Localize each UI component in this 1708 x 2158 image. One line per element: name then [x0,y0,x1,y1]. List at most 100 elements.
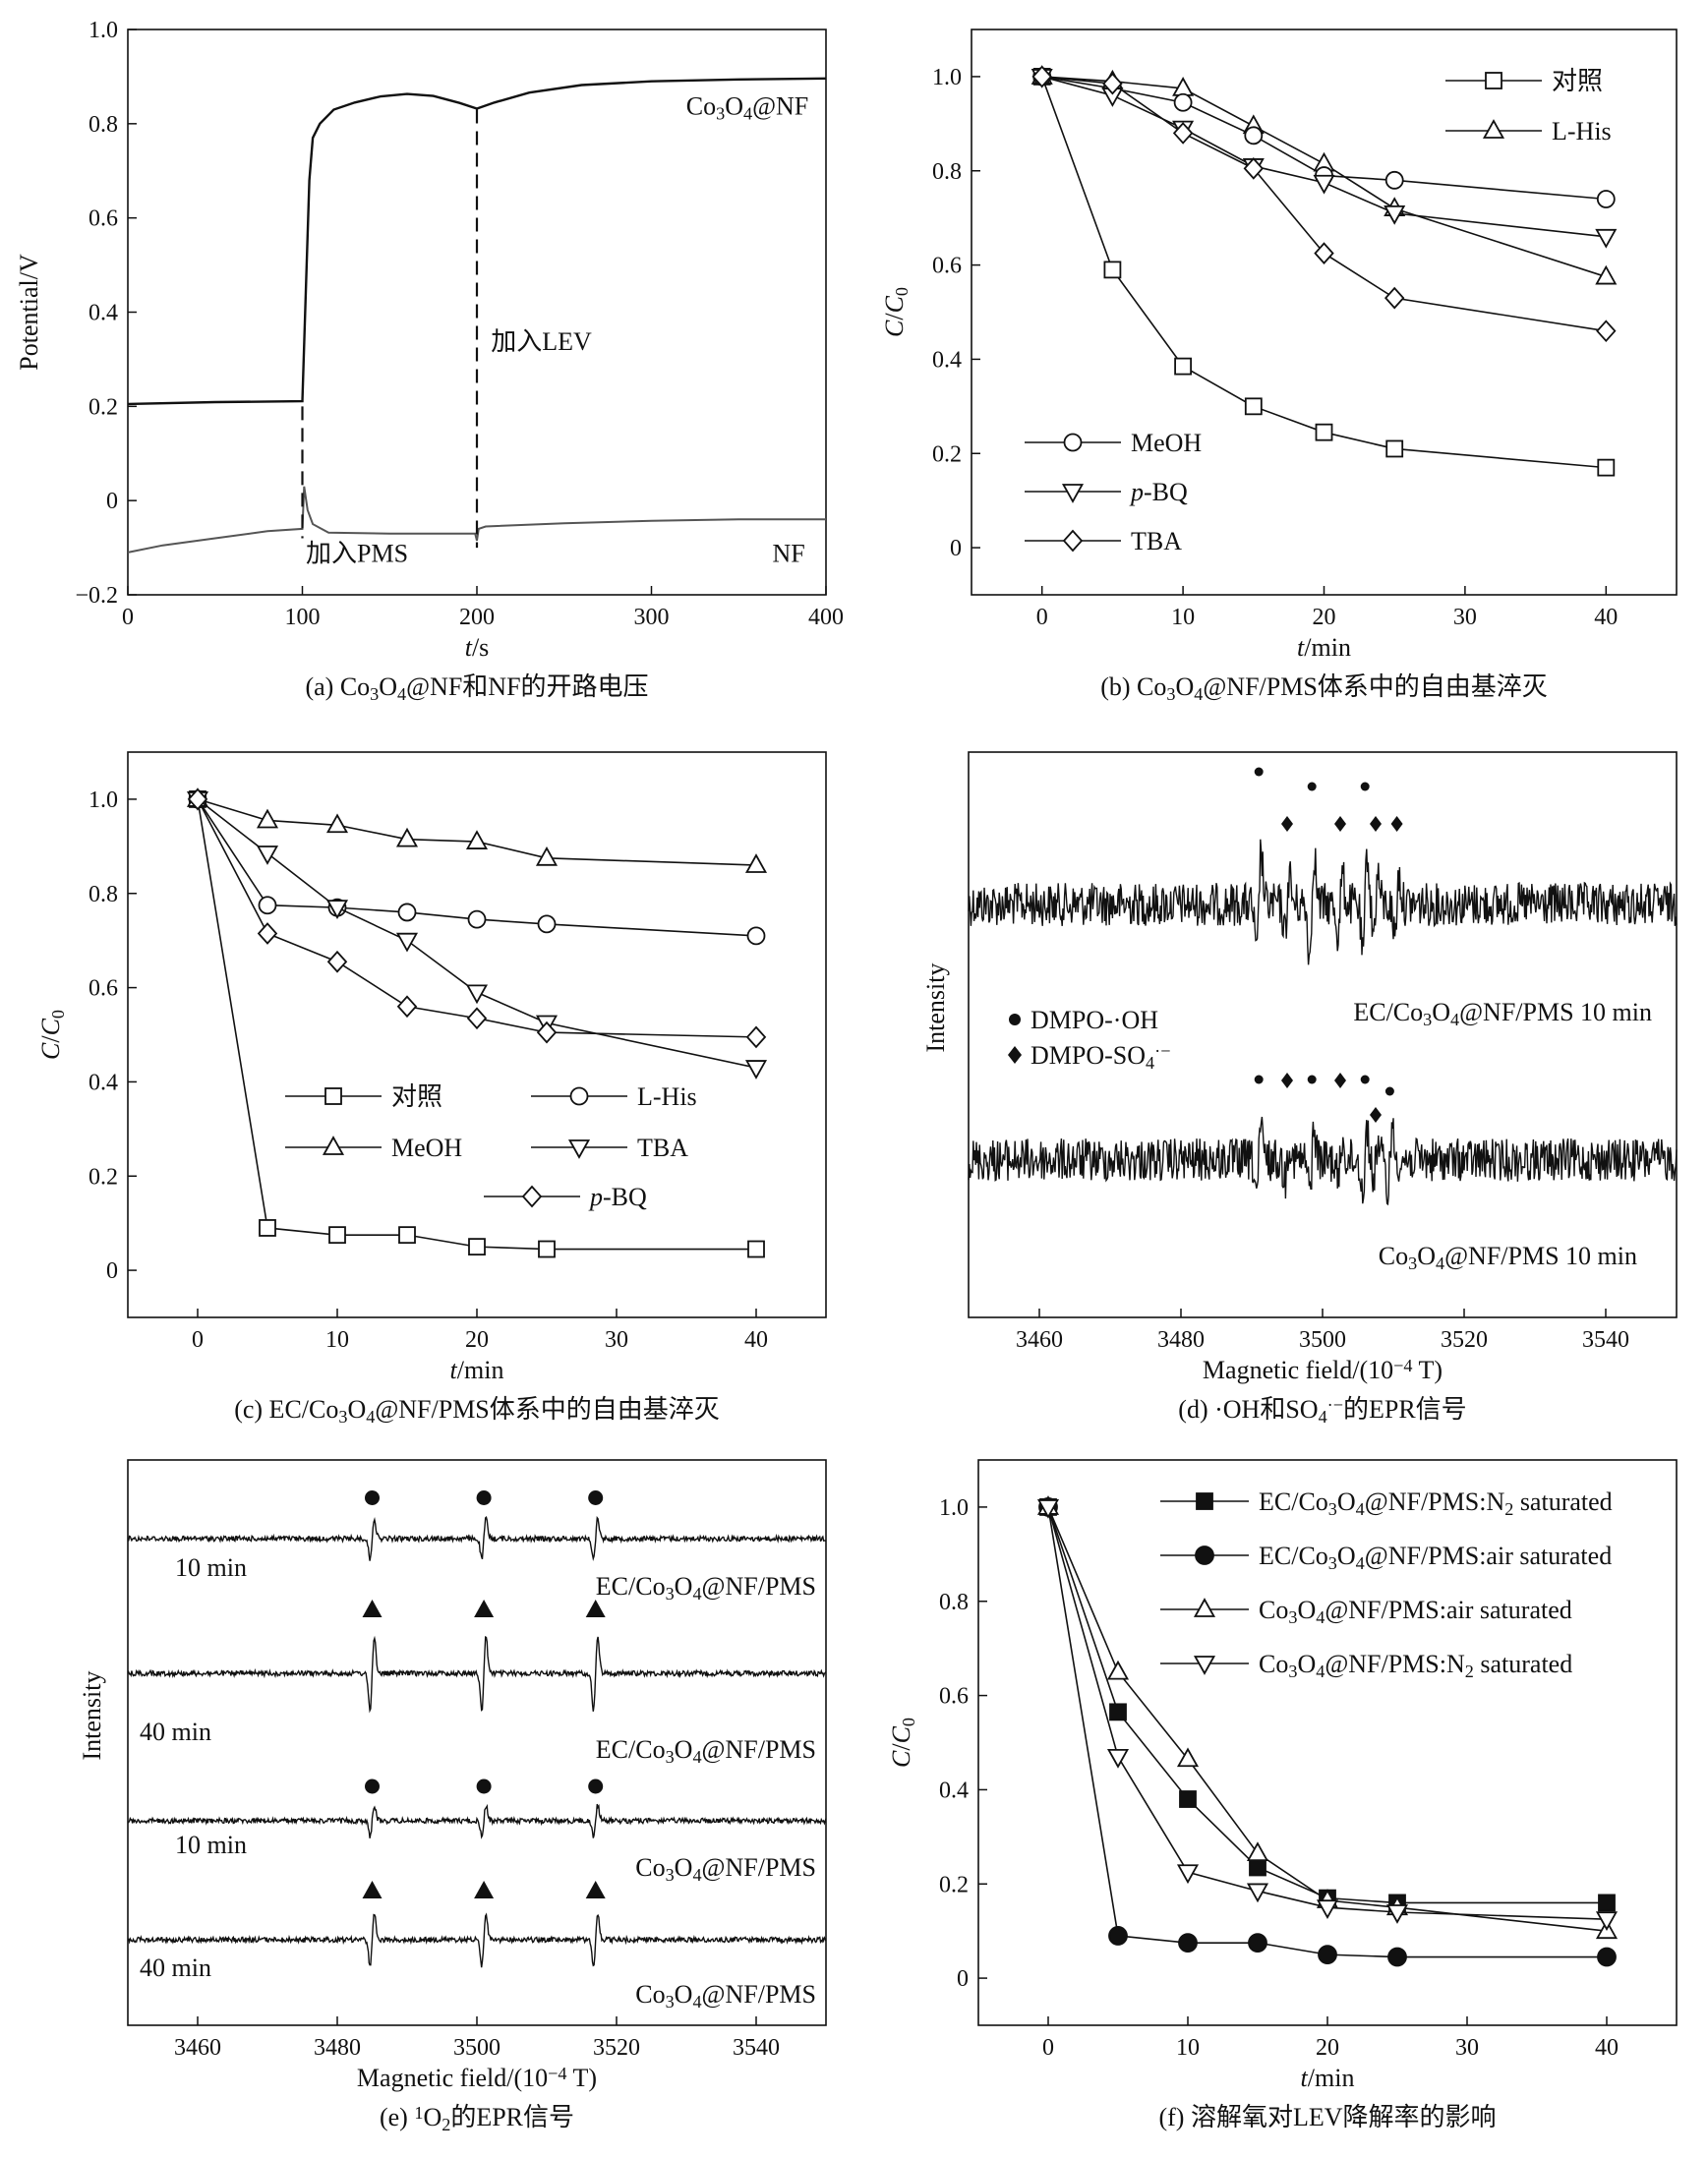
panel-f-ylabel: C/C0 [887,1718,918,1768]
panel-d-xtick-label: 3540 [1582,1327,1629,1353]
data-point [466,1007,488,1030]
panel-e-xtick-label: 3540 [733,2035,780,2061]
panel-a-ylabel-group: Potential/V [15,254,43,371]
panel-f: 0 10 20 30 40 0 0.2 0.4 0.6 0.8 1.0 EC/Co3O4@NF/PMS… [887,1459,1678,2131]
epr-trace-2 [127,1803,827,1839]
series-line-nf [127,486,826,554]
panel-d-xtick-label: 3460 [1016,1327,1063,1353]
data-point [745,1025,767,1049]
marker-so4 [1334,1073,1346,1088]
panel-c-ytick-label: 0.2 [88,1164,118,1190]
panel-c-xtick-label: 20 [465,1327,489,1353]
data-point [1384,286,1405,310]
panel-f-ytick-label: 0 [957,1966,969,1992]
legend-label: 对照 [1552,67,1603,95]
panel-a-xlabel: t/s [465,633,490,662]
panel-a-xtick-label: 400 [808,605,844,630]
data-point [395,932,419,953]
panel-a-ylabel: Potential/V [15,254,43,371]
legend-label: EC/Co3O4@NF/PMS:air saturated [1259,1542,1612,1573]
label-co3o4-nf: Co3O4@NF [686,91,809,123]
legend-marker [1485,72,1502,89]
legend-entry: MeOH [1025,429,1202,457]
legend-entry: Co3O4@NF/PMS:air saturated [1160,1596,1572,1627]
data-point [1102,72,1123,95]
legend-entry: TBA [531,1134,688,1162]
legend-entry: EC/Co3O4@NF/PMS:N2 saturated [1160,1487,1613,1519]
data-point [536,1021,558,1044]
data-point [1246,1883,1269,1903]
data-point [1596,320,1617,343]
legend-label: L-His [1552,117,1612,146]
panel-f-ytick-label: 0.6 [939,1684,969,1710]
legend-label: TBA [1131,527,1182,555]
data-point [537,914,557,934]
label-nf: NF [772,539,804,567]
data-point [1036,1499,1060,1519]
panel-a-caption: (a) Co3O4@NF和NF的开路电压 [305,672,648,704]
legend-entry: L-His [531,1082,697,1111]
data-point [1174,357,1192,376]
data-point [1106,1748,1130,1769]
data-point [258,896,277,915]
data-point [1244,397,1263,416]
panel-e-xtick-label: 3480 [314,2035,361,2061]
marker-oh [1307,1075,1317,1084]
legend-label-so4: DMPO-SO4·− [1031,1041,1170,1073]
legend-label: Co3O4@NF/PMS:air saturated [1259,1596,1572,1627]
data-point [256,846,279,865]
panel-d-ylabel: Intensity [921,963,950,1053]
series-c-2 [186,787,768,873]
annotation-pms: 加入PMS [306,539,408,567]
data-point [468,1238,486,1256]
legend-marker [1062,529,1084,553]
data-point [465,830,489,849]
data-point [1597,458,1616,477]
data-point [1103,261,1122,279]
epr-trace-ec [968,839,1678,965]
epr-trace-0 [127,1515,827,1562]
panel-a-ytick-label: 0 [106,489,118,514]
trace-time-label: 10 min [175,1553,247,1582]
data-point [538,1240,556,1258]
legend-label: L-His [637,1082,697,1111]
trace-system-label: Co3O4@NF/PMS [635,1853,816,1885]
data-point [1031,65,1052,88]
panel-b-xtick-label: 20 [1313,605,1336,630]
panel-c-ytick-label: 0 [106,1258,118,1284]
legend-entry: 对照 [1445,67,1603,95]
legend-marker [1193,1656,1216,1675]
panel-f-ylabel-group: C/C0 [887,1718,918,1768]
trace-time-label: 40 min [140,1718,211,1746]
panel-e-xtick-label: 3460 [174,2035,221,2061]
data-point [1596,190,1616,208]
marker-1o2 [365,1490,380,1505]
marker-1o2 [585,1600,606,1617]
data-point [1172,122,1194,145]
panel-d-xtick-label: 3500 [1299,1327,1346,1353]
marker-so4 [1390,816,1403,832]
panel-a-xtick-label: 200 [459,605,495,630]
trace-system-label: EC/Co3O4@NF/PMS [596,1735,816,1767]
legend-label: MeOH [391,1134,462,1162]
epr-trace-1 [127,1635,827,1714]
marker-so4 [1281,816,1293,832]
legend-label: p-BQ [1129,478,1188,506]
panel-b-xtick-label: 0 [1036,605,1048,630]
annotation-lev: 加入LEV [491,327,592,356]
data-point [1176,1747,1200,1768]
data-point [1244,126,1264,146]
data-point [1595,264,1618,285]
panel-d-caption: (d) ·OH和SO4·−的EPR信号 [1178,1395,1466,1427]
marker-oh [1384,1086,1394,1096]
series-line [1040,76,1607,469]
data-point [395,827,419,847]
marker-oh [1360,1075,1370,1084]
panel-a-ytick-label: 0.2 [88,394,118,420]
panel-b-xtick-label: 30 [1453,605,1477,630]
panel-c-ytick-label: 0.6 [88,976,118,1002]
legend-entry: p-BQ [1025,478,1188,506]
data-point [1384,170,1404,190]
panel-e-caption: (e) 1O2的EPR信号 [380,2103,574,2134]
